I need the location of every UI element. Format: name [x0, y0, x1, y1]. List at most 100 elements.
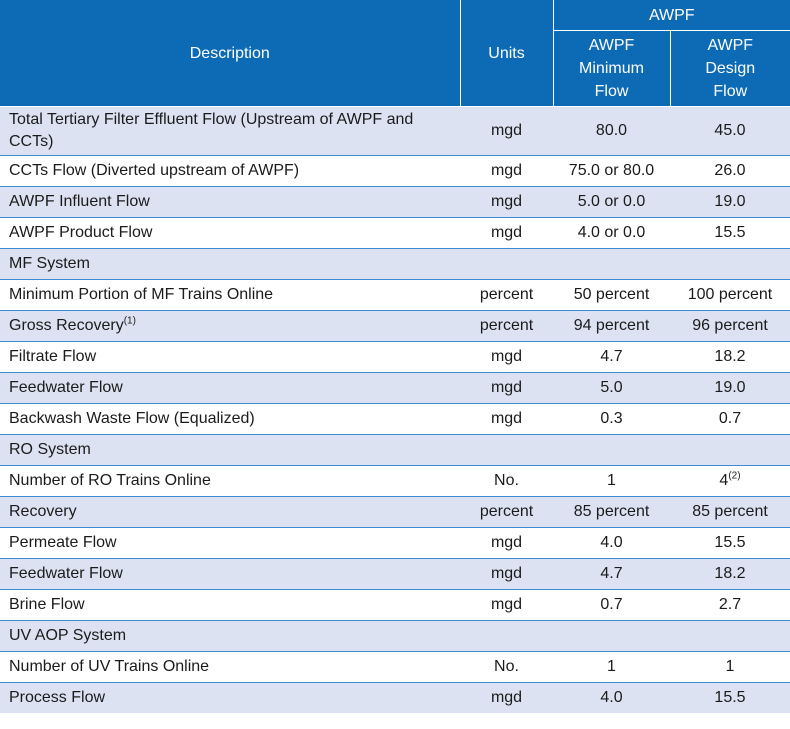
- cell-units: mgd: [460, 155, 553, 187]
- cell-description: Filtrate Flow: [0, 341, 460, 373]
- cell-description: Feedwater Flow: [0, 372, 460, 404]
- cell-min-flow: 4.7: [553, 558, 670, 590]
- table-row: CCTs Flow (Diverted upstream of AWPF) mg…: [0, 155, 790, 187]
- cell-description: Total Tertiary Filter Effluent Flow (Ups…: [0, 106, 460, 156]
- table-row: Feedwater Flow mgd 5.0 19.0: [0, 372, 790, 404]
- cell-units: percent: [460, 279, 553, 311]
- footnote-marker: (1): [123, 315, 136, 327]
- cell-min-flow: 75.0 or 80.0: [553, 155, 670, 187]
- cell-design-flow: 15.5: [670, 217, 790, 249]
- table-row: Backwash Waste Flow (Equalized) mgd 0.3 …: [0, 403, 790, 435]
- cell-min-flow: 0.3: [553, 403, 670, 435]
- table-row: Process Flow mgd 4.0 15.5: [0, 682, 790, 713]
- header-units: Units: [460, 0, 554, 107]
- cell-design-flow: 15.5: [670, 682, 790, 713]
- cell-units: No.: [460, 465, 553, 497]
- cell-description: Feedwater Flow: [0, 558, 460, 590]
- cell-units: percent: [460, 496, 553, 528]
- cell-description: AWPF Product Flow: [0, 217, 460, 249]
- cell-min-flow: 1: [553, 651, 670, 683]
- cell-design-flow: 96 percent: [670, 310, 790, 342]
- cell-units: mgd: [460, 186, 553, 218]
- cell-min-flow: 85 percent: [553, 496, 670, 528]
- section-row-mf: MF System: [0, 248, 790, 280]
- cell-design-flow: 18.2: [670, 341, 790, 373]
- cell-description: Backwash Waste Flow (Equalized): [0, 403, 460, 435]
- section-label: UV AOP System: [0, 620, 460, 652]
- section-row-ro: RO System: [0, 434, 790, 466]
- footnote-marker: (2): [728, 470, 741, 482]
- cell-design-flow: 85 percent: [670, 496, 790, 528]
- cell-units: mgd: [460, 589, 553, 621]
- table-row: Filtrate Flow mgd 4.7 18.2: [0, 341, 790, 373]
- cell-units: mgd: [460, 106, 553, 156]
- cell-min-flow: 4.0: [553, 527, 670, 559]
- cell-design-flow: 2.7: [670, 589, 790, 621]
- flow-table: Description Units AWPF AWPF Minimum Flow…: [0, 0, 790, 713]
- table-row: Feedwater Flow mgd 4.7 18.2: [0, 558, 790, 590]
- cell-min-flow: 1: [553, 465, 670, 497]
- cell-design-flow: 1: [670, 651, 790, 683]
- cell-description: Permeate Flow: [0, 527, 460, 559]
- cell-units: mgd: [460, 403, 553, 435]
- cell-min-flow: 0.7: [553, 589, 670, 621]
- cell-min-flow: [553, 434, 670, 466]
- cell-description: Brine Flow: [0, 589, 460, 621]
- section-row-uv: UV AOP System: [0, 620, 790, 652]
- cell-design-flow: 26.0: [670, 155, 790, 187]
- cell-min-flow: [553, 248, 670, 280]
- cell-min-flow: 4.7: [553, 341, 670, 373]
- cell-min-flow: 4.0: [553, 682, 670, 713]
- cell-min-flow: [553, 620, 670, 652]
- table-row: Permeate Flow mgd 4.0 15.5: [0, 527, 790, 559]
- cell-units: mgd: [460, 217, 553, 249]
- cell-min-flow: 5.0: [553, 372, 670, 404]
- table-row: Total Tertiary Filter Effluent Flow (Ups…: [0, 106, 790, 156]
- cell-design-flow: 15.5: [670, 527, 790, 559]
- table-row: Number of UV Trains Online No. 1 1: [0, 651, 790, 683]
- cell-units: mgd: [460, 372, 553, 404]
- cell-description: Recovery: [0, 496, 460, 528]
- cell-min-flow: 50 percent: [553, 279, 670, 311]
- table-row: Recovery percent 85 percent 85 percent: [0, 496, 790, 528]
- cell-design-flow: 18.2: [670, 558, 790, 590]
- header-awpf-group: AWPF: [553, 0, 790, 31]
- cell-units: [460, 620, 553, 652]
- cell-min-flow: 94 percent: [553, 310, 670, 342]
- header-design-flow: AWPF Design Flow: [670, 30, 790, 107]
- cell-description: Process Flow: [0, 682, 460, 713]
- cell-units: mgd: [460, 558, 553, 590]
- cell-units: mgd: [460, 527, 553, 559]
- cell-design-flow: [670, 620, 790, 652]
- cell-design-flow: [670, 434, 790, 466]
- cell-description: Minimum Portion of MF Trains Online: [0, 279, 460, 311]
- cell-units: [460, 434, 553, 466]
- cell-units: mgd: [460, 682, 553, 713]
- cell-min-flow: 4.0 or 0.0: [553, 217, 670, 249]
- cell-design-flow: 19.0: [670, 372, 790, 404]
- cell-design-flow: [670, 248, 790, 280]
- cell-units: percent: [460, 310, 553, 342]
- cell-description: Number of UV Trains Online: [0, 651, 460, 683]
- cell-design-flow: 0.7: [670, 403, 790, 435]
- cell-description: AWPF Influent Flow: [0, 186, 460, 218]
- table-row: Minimum Portion of MF Trains Online perc…: [0, 279, 790, 311]
- cell-units: mgd: [460, 341, 553, 373]
- table-row: Gross Recovery(1) percent 94 percent 96 …: [0, 310, 790, 342]
- section-label: MF System: [0, 248, 460, 280]
- header-min-flow: AWPF Minimum Flow: [553, 30, 671, 107]
- cell-units: [460, 248, 553, 280]
- table-row: AWPF Product Flow mgd 4.0 or 0.0 15.5: [0, 217, 790, 249]
- cell-units: No.: [460, 651, 553, 683]
- cell-min-flow: 80.0: [553, 106, 670, 156]
- cell-design-flow: 4(2): [670, 465, 790, 497]
- cell-description: Gross Recovery(1): [0, 310, 460, 342]
- section-label: RO System: [0, 434, 460, 466]
- cell-description: CCTs Flow (Diverted upstream of AWPF): [0, 155, 460, 187]
- cell-min-flow: 5.0 or 0.0: [553, 186, 670, 218]
- cell-design-flow: 100 percent: [670, 279, 790, 311]
- table-row: AWPF Influent Flow mgd 5.0 or 0.0 19.0: [0, 186, 790, 218]
- cell-design-flow: 45.0: [670, 106, 790, 156]
- cell-description: Number of RO Trains Online: [0, 465, 460, 497]
- cell-design-flow: 19.0: [670, 186, 790, 218]
